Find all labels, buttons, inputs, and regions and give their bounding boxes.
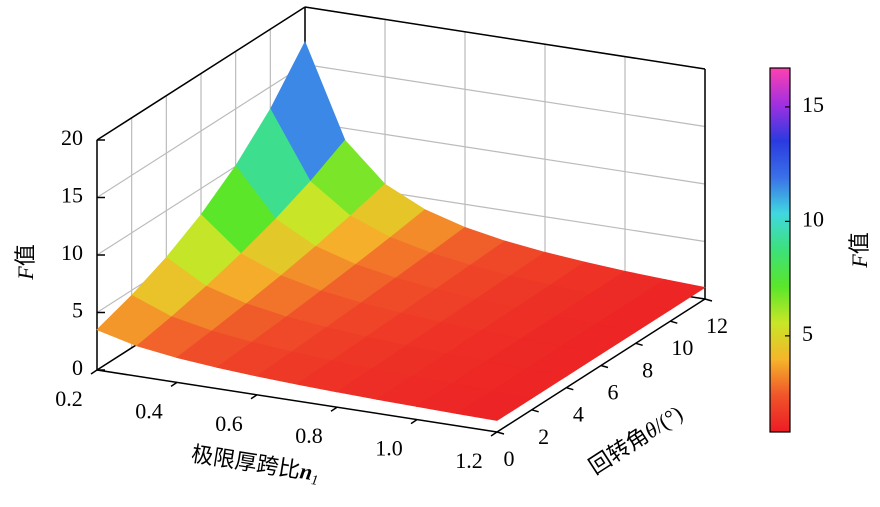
x-tick-label: 1.2 [455,448,483,473]
z-axis-text: 值 [13,244,38,266]
colorbar-text: 值 [847,232,872,254]
x-axis-var: n [298,458,314,485]
y-tick-label: 6 [608,380,619,405]
z-tick-label: 20 [61,125,83,150]
y-tick-label: 0 [504,446,515,471]
x-tick-label: 1.0 [375,436,403,461]
colorbar-tick-label: 5 [802,321,813,346]
x-tick [490,431,498,437]
x-axis-text: 极限厚跨比 [190,441,303,483]
y-tick [566,386,574,391]
y-tick [635,342,643,347]
x-tick [250,394,258,400]
x-tick-label: 0.8 [295,423,323,448]
y-axis-text: 回转角 [584,422,653,479]
y-tick [496,431,505,435]
z-tick-label: 5 [72,298,83,323]
y-axis-title: 回转角θ/(°) [584,400,687,479]
x-tick [170,381,178,388]
box-edge [96,6,306,141]
x-tick-label: 0.6 [215,411,243,436]
y-tick-label: 4 [573,402,584,427]
y-tick [704,298,713,302]
y-tick [670,320,678,324]
z-tick-label: 15 [61,183,83,208]
z-tick-label: 0 [72,355,83,380]
surface-patch [455,390,533,421]
grid-line [96,63,306,199]
y-tick-label: 10 [671,335,693,360]
colorbar-tick-label: 10 [802,206,824,231]
x-axis-sub: 1 [310,473,319,489]
colorbar-title: F值 [847,232,872,268]
y-tick-label: 8 [642,357,653,382]
x-tick [410,418,418,425]
box-edge [96,369,498,433]
y-tick-label: 12 [706,313,728,338]
x-tick [330,406,338,412]
x-axis-title: 极限厚跨比n1 [189,441,321,489]
colorbar-var: F [847,254,872,269]
colorbar [769,67,791,433]
grid-line [304,121,706,185]
z-tick-label: 10 [61,240,83,265]
z-axis-title: F值 [13,244,38,280]
box-edge [304,6,706,70]
z-axis-var: F [13,266,38,281]
y-tick [600,364,609,369]
x-tick-label: 0.2 [55,386,83,411]
x-tick-label: 0.4 [135,398,163,423]
grid-line [304,63,706,128]
x-tick [90,369,98,375]
y-tick [531,409,539,413]
colorbar-tick-label: 15 [802,92,824,117]
y-tick-label: 2 [538,424,549,449]
